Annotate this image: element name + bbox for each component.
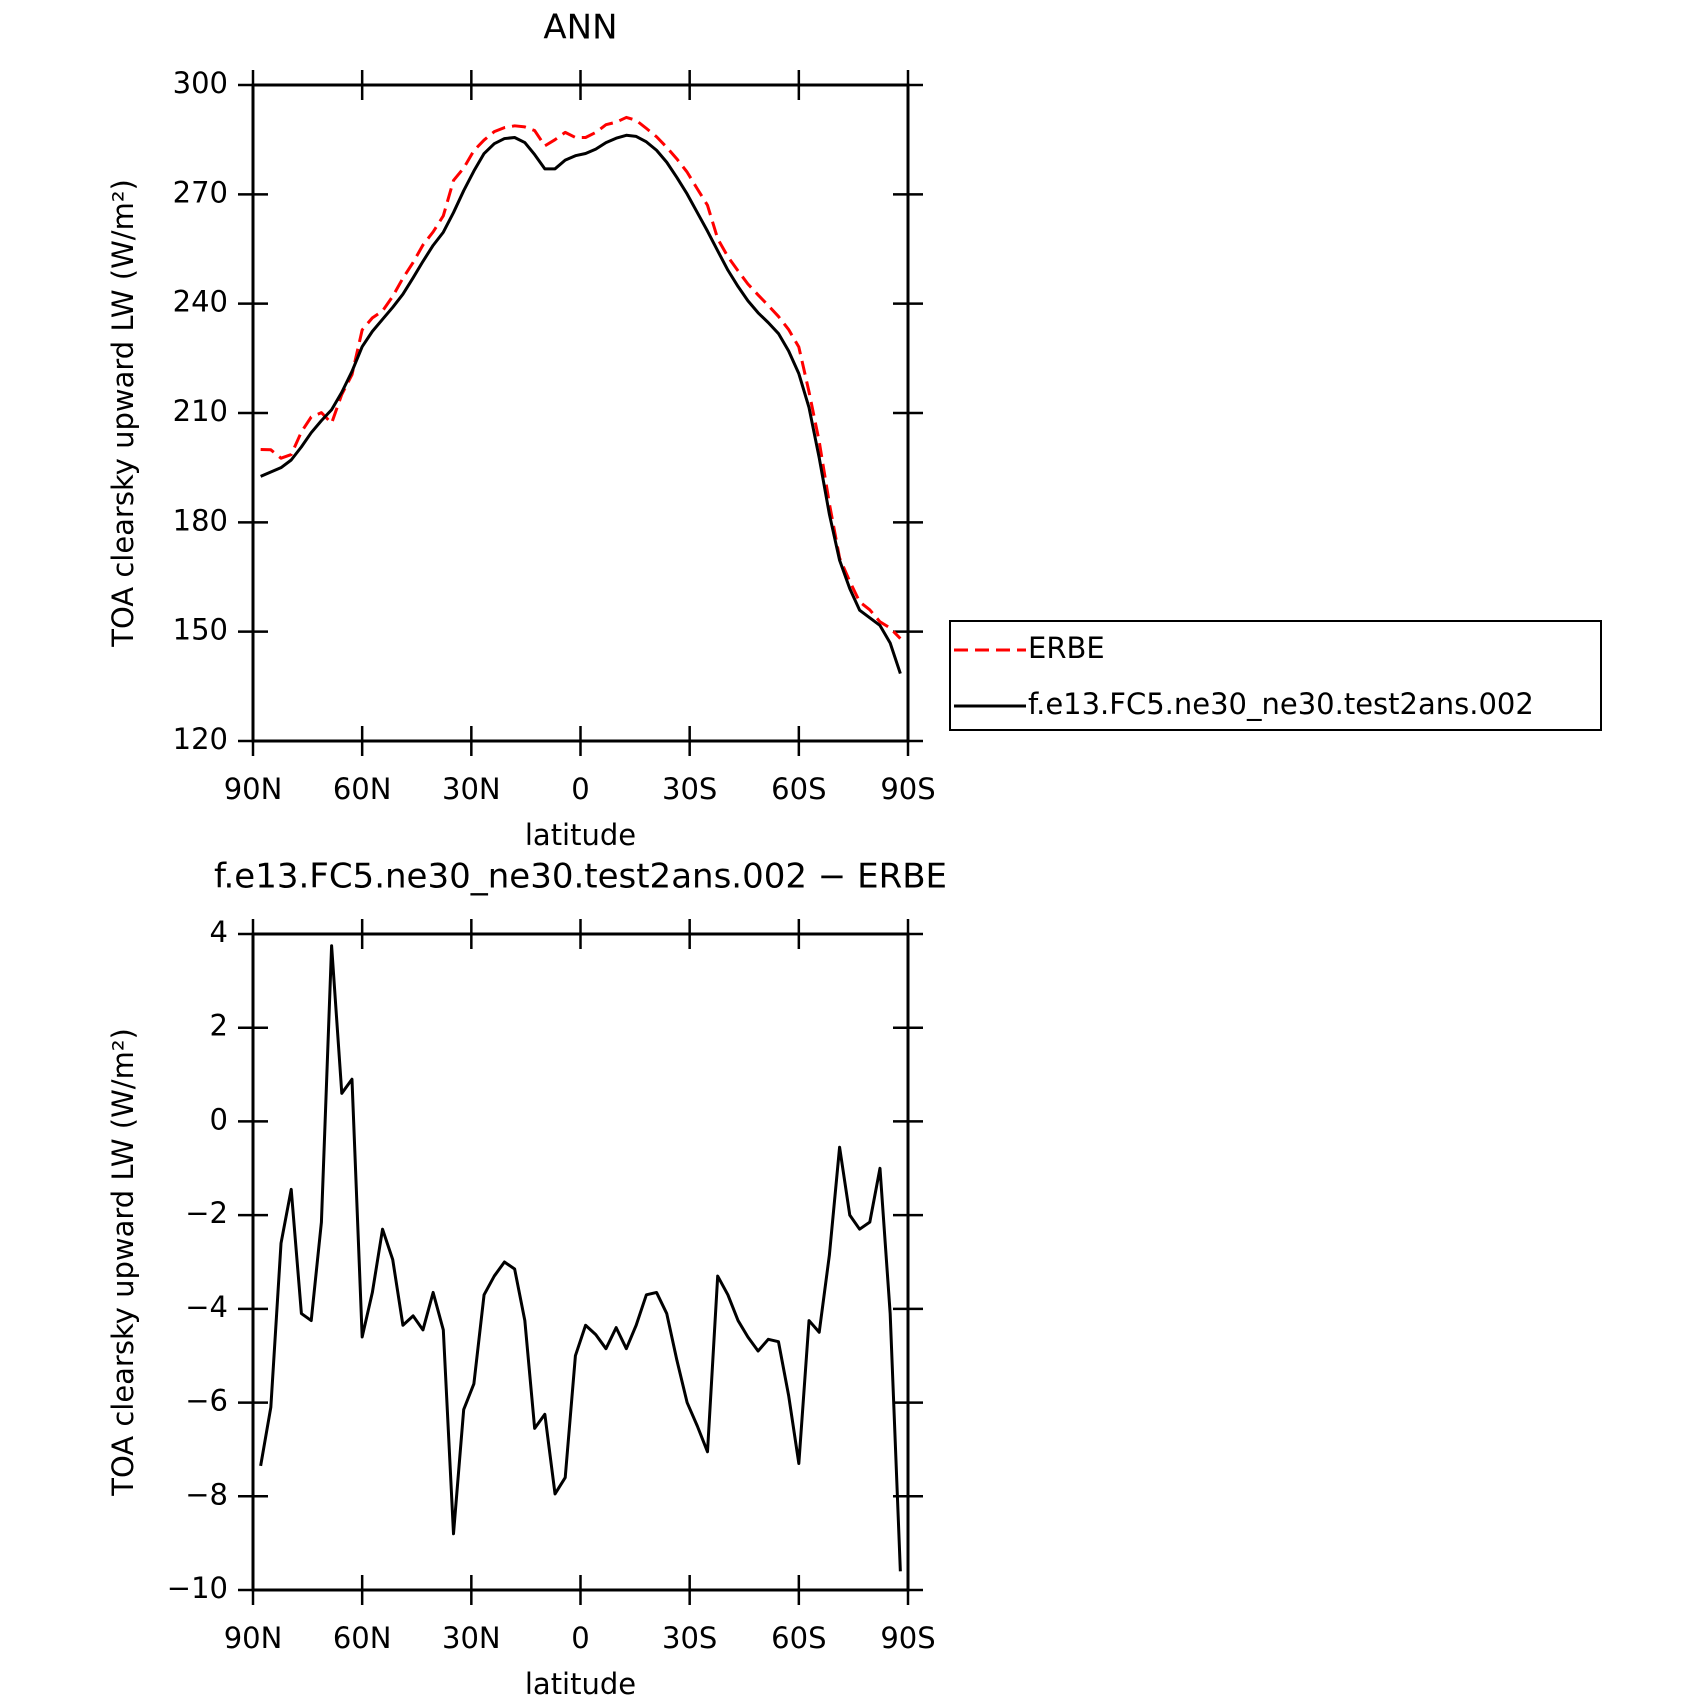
x-tick-label: 60N — [333, 772, 392, 806]
y-tick-label: 120 — [173, 722, 228, 756]
x-tick-label: 90S — [880, 1621, 935, 1655]
y-tick-label: −4 — [185, 1290, 228, 1324]
x-tick-label: 90S — [880, 772, 935, 806]
legend-label: f.e13.FC5.ne30_ne30.test2ans.002 — [1028, 687, 1534, 721]
y-tick-label: −6 — [185, 1384, 228, 1418]
y-tick-label: −10 — [167, 1571, 228, 1605]
y-tick-label: 180 — [173, 503, 228, 537]
y-tick-label: 210 — [173, 394, 228, 428]
x-tick-label: 30N — [442, 1621, 501, 1655]
y-tick-label: −2 — [185, 1196, 228, 1230]
y-axis-label: TOA clearsky upward LW (W/m²) — [106, 1028, 140, 1497]
y-tick-label: 240 — [173, 285, 228, 319]
y-tick-label: 0 — [210, 1102, 228, 1136]
x-tick-label: 60S — [771, 1621, 826, 1655]
y-tick-label: −8 — [185, 1477, 228, 1511]
y-tick-label: 150 — [173, 613, 228, 647]
chart-title: ANN — [543, 8, 617, 48]
y-tick-label: 4 — [210, 915, 228, 949]
data-line — [260, 133, 902, 675]
x-tick-label: 60N — [333, 1621, 392, 1655]
plot-frame — [251, 932, 910, 1592]
legend-box — [949, 620, 1602, 731]
chart-title: f.e13.FC5.ne30_ne30.test2ans.002 − ERBE — [214, 857, 947, 897]
y-tick-label: 2 — [210, 1009, 228, 1043]
x-tick-label: 60S — [771, 772, 826, 806]
x-axis-label: latitude — [525, 1667, 636, 1701]
x-tick-label: 30S — [662, 772, 717, 806]
legend-label: ERBE — [1028, 631, 1105, 665]
y-tick-label: 270 — [173, 175, 228, 209]
data-line — [259, 944, 902, 1572]
x-tick-label: 90N — [224, 1621, 283, 1655]
y-axis-label: TOA clearsky upward LW (W/m²) — [106, 179, 140, 648]
x-axis-label: latitude — [525, 818, 636, 852]
x-tick-label: 30N — [442, 772, 501, 806]
x-tick-label: 90N — [224, 772, 283, 806]
x-tick-label: 30S — [662, 1621, 717, 1655]
x-tick-label: 0 — [571, 772, 589, 806]
y-tick-label: 300 — [173, 66, 228, 100]
data-line — [260, 115, 902, 640]
x-tick-label: 0 — [571, 1621, 589, 1655]
